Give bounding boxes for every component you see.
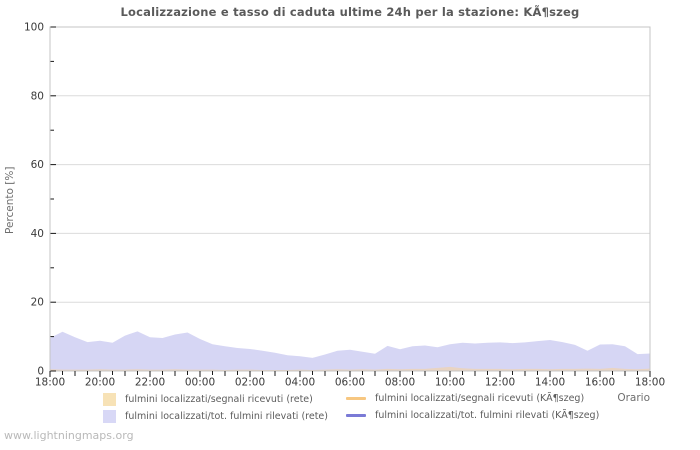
- svg-text:0: 0: [37, 366, 44, 378]
- x-axis-title: Orario: [617, 392, 650, 404]
- svg-text:14:00: 14:00: [535, 377, 565, 389]
- svg-text:16:00: 16:00: [585, 377, 615, 389]
- svg-text:06:00: 06:00: [335, 377, 365, 389]
- legend-swatch-rete-tot-icon: [103, 410, 116, 423]
- svg-text:60: 60: [31, 159, 44, 171]
- legend-label-koszeg-tot: fulmini localizzati/tot. fulmini rilevat…: [375, 410, 600, 421]
- watermark: www.lightningmaps.org: [4, 429, 134, 442]
- legend-label-rete-segnali: fulmini localizzati/segnali ricevuti (re…: [125, 394, 313, 405]
- svg-text:80: 80: [31, 90, 44, 102]
- svg-text:20: 20: [31, 297, 44, 309]
- svg-text:08:00: 08:00: [385, 377, 415, 389]
- svg-text:40: 40: [31, 228, 44, 240]
- svg-text:10:00: 10:00: [435, 377, 465, 389]
- chart-title: Localizzazione e tasso di caduta ultime …: [120, 5, 580, 19]
- legend-label-rete-tot: fulmini localizzati/tot. fulmini rilevat…: [125, 411, 328, 422]
- svg-text:18:00: 18:00: [35, 377, 65, 389]
- legend-item-koszeg-tot: fulmini localizzati/tot. fulmini rilevat…: [346, 410, 599, 421]
- svg-text:20:00: 20:00: [85, 377, 115, 389]
- legend-item-koszeg-segnali: fulmini localizzati/segnali ricevuti (KÃ…: [346, 393, 584, 404]
- legend-label-koszeg-segnali: fulmini localizzati/segnali ricevuti (KÃ…: [375, 393, 585, 404]
- svg-text:22:00: 22:00: [135, 377, 165, 389]
- legend-item-rete-tot: fulmini localizzati/tot. fulmini rilevat…: [103, 410, 328, 423]
- svg-text:12:00: 12:00: [485, 377, 515, 389]
- svg-text:00:00: 00:00: [185, 377, 215, 389]
- svg-text:18:00: 18:00: [635, 377, 665, 389]
- svg-text:100: 100: [24, 22, 44, 34]
- legend-line-koszeg-tot-icon: [346, 414, 366, 417]
- legend-line-koszeg-segnali-icon: [346, 397, 366, 400]
- legend-swatch-rete-segnali-icon: [103, 393, 116, 406]
- legend-item-rete-segnali: fulmini localizzati/segnali ricevuti (re…: [103, 393, 313, 406]
- svg-text:02:00: 02:00: [235, 377, 265, 389]
- svg-text:04:00: 04:00: [285, 377, 315, 389]
